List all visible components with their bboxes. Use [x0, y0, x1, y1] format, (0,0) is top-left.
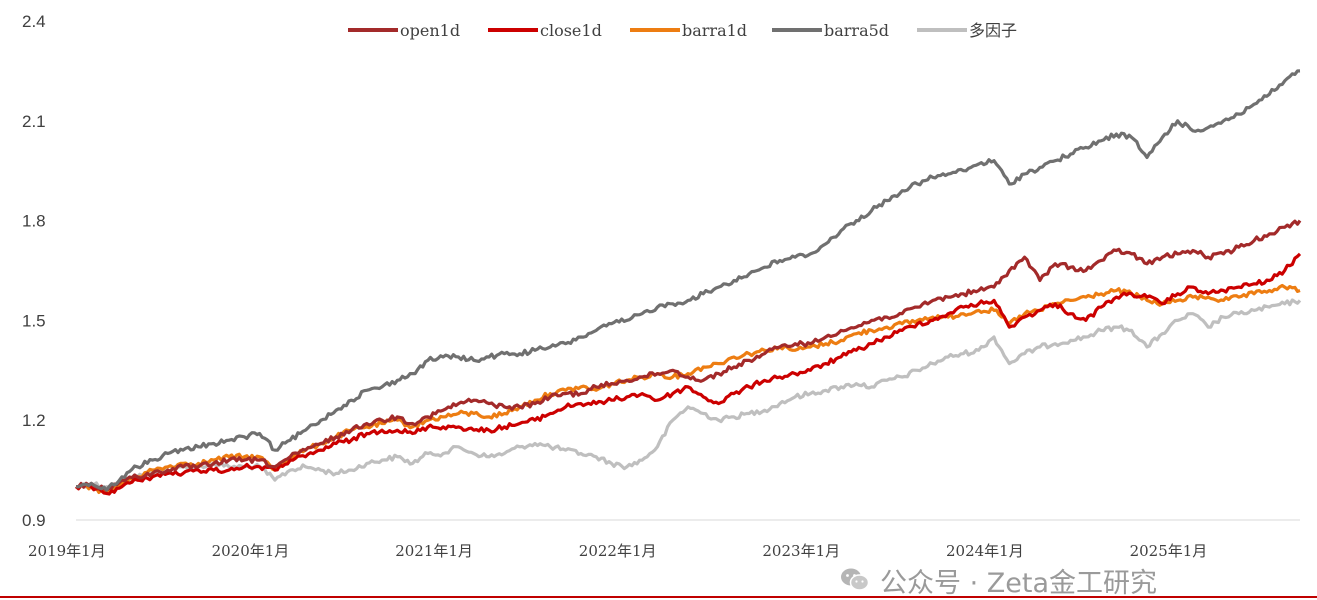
- x-tick-label: 2020年1月: [212, 542, 290, 560]
- x-axis-ticks: 2019年1月 2020年1月 2021年1月 2022年1月 2023年1月 2024年…: [28, 542, 1207, 560]
- y-tick-label: 0.9: [22, 511, 46, 530]
- wechat-icon: [841, 568, 870, 591]
- legend-label: close1d: [540, 21, 602, 40]
- x-tick-label: 2021年1月: [395, 542, 473, 560]
- x-tick-label: 2019年1月: [28, 542, 106, 560]
- legend: open1d close1d barra1d barra5d 多因子: [348, 21, 1017, 40]
- watermark: 公众号 · Zeta金工研究: [840, 563, 1157, 599]
- y-tick-label: 1.8: [22, 212, 46, 231]
- series-line: [75, 298, 1302, 490]
- x-tick-label: 2025年1月: [1130, 542, 1208, 560]
- bottom-rule: [0, 596, 1317, 598]
- y-tick-label: 2.1: [22, 112, 46, 131]
- legend-label: open1d: [400, 21, 460, 40]
- series-line: [75, 283, 1301, 495]
- series-lines: [74, 69, 1302, 496]
- series-line: [75, 69, 1301, 492]
- y-tick-label: 1.5: [22, 311, 46, 330]
- x-tick-label: 2023年1月: [762, 542, 840, 560]
- y-axis-ticks: 0.9 1.2 1.5 1.8 2.1 2.4: [22, 12, 46, 530]
- y-tick-label: 2.4: [22, 12, 46, 31]
- watermark-text: 公众号 · Zeta金工研究: [880, 567, 1157, 599]
- legend-label: barra5d: [824, 21, 889, 40]
- legend-label: barra1d: [682, 21, 747, 40]
- legend-label: 多因子: [969, 21, 1017, 40]
- x-tick-label: 2022年1月: [579, 542, 657, 560]
- series-line: [76, 219, 1302, 492]
- y-tick-label: 1.2: [22, 411, 46, 430]
- x-tick-label: 2024年1月: [946, 542, 1024, 560]
